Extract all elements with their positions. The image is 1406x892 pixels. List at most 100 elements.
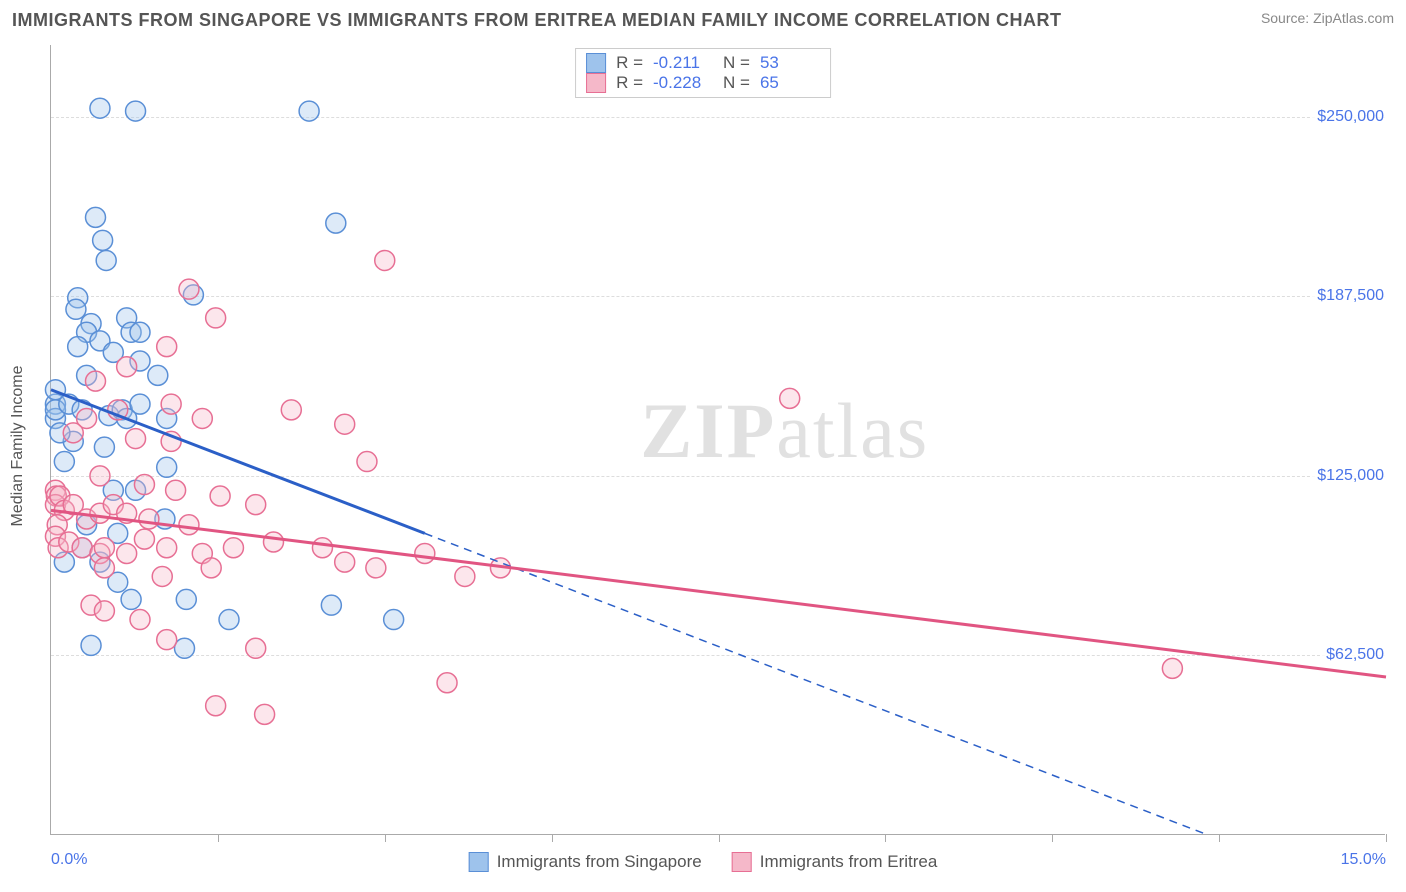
- scatter-point-singapore: [54, 452, 74, 472]
- x-tick-label: 0.0%: [51, 851, 87, 869]
- n-label: N =: [723, 53, 750, 73]
- plot-area: ZIPatlas $62,500$125,000$187,500$250,000…: [50, 45, 1385, 835]
- scatter-point-singapore: [148, 365, 168, 385]
- scatter-point-eritrea: [246, 495, 266, 515]
- n-value: 65: [760, 73, 820, 93]
- scatter-point-eritrea: [357, 452, 377, 472]
- x-tick: [552, 834, 553, 842]
- legend-stat-row: R = -0.228 N = 65: [586, 73, 820, 93]
- scatter-point-eritrea: [192, 408, 212, 428]
- scatter-point-eritrea: [201, 558, 221, 578]
- scatter-point-eritrea: [312, 538, 332, 558]
- scatter-point-singapore: [81, 635, 101, 655]
- scatter-point-singapore: [68, 337, 88, 357]
- scatter-point-eritrea: [179, 515, 199, 535]
- scatter-point-eritrea: [375, 250, 395, 270]
- scatter-point-singapore: [130, 394, 150, 414]
- source-prefix: Source:: [1261, 10, 1313, 26]
- legend-item: Immigrants from Singapore: [469, 852, 702, 872]
- scatter-point-eritrea: [90, 466, 110, 486]
- scatter-point-eritrea: [255, 704, 275, 724]
- legend-swatch: [586, 73, 606, 93]
- scatter-point-eritrea: [281, 400, 301, 420]
- scatter-point-eritrea: [415, 543, 435, 563]
- scatter-point-eritrea: [206, 696, 226, 716]
- chart-title: IMMIGRANTS FROM SINGAPORE VS IMMIGRANTS …: [12, 10, 1062, 31]
- n-value: 53: [760, 53, 820, 73]
- x-tick: [719, 834, 720, 842]
- legend-swatch: [586, 53, 606, 73]
- scatter-point-eritrea: [117, 543, 137, 563]
- scatter-point-singapore: [86, 207, 106, 227]
- scatter-point-singapore: [384, 610, 404, 630]
- scatter-point-eritrea: [86, 371, 106, 391]
- scatter-point-singapore: [299, 101, 319, 121]
- scatter-point-eritrea: [117, 357, 137, 377]
- x-tick: [1052, 834, 1053, 842]
- scatter-point-eritrea: [335, 552, 355, 572]
- scatter-point-eritrea: [780, 388, 800, 408]
- scatter-point-singapore: [175, 638, 195, 658]
- scatter-point-eritrea: [455, 566, 475, 586]
- scatter-point-singapore: [90, 98, 110, 118]
- legend-series: Immigrants from Singapore Immigrants from…: [461, 850, 946, 874]
- scatter-point-eritrea: [166, 480, 186, 500]
- legend-swatch: [732, 852, 752, 872]
- scatter-point-singapore: [94, 437, 114, 457]
- legend-label: Immigrants from Eritrea: [760, 852, 938, 872]
- scatter-point-singapore: [126, 101, 146, 121]
- scatter-point-singapore: [93, 230, 113, 250]
- scatter-svg: [51, 45, 1385, 834]
- scatter-point-singapore: [321, 595, 341, 615]
- scatter-point-singapore: [219, 610, 239, 630]
- scatter-point-eritrea: [134, 529, 154, 549]
- scatter-point-eritrea: [161, 394, 181, 414]
- scatter-point-eritrea: [264, 532, 284, 552]
- scatter-point-eritrea: [246, 638, 266, 658]
- scatter-point-eritrea: [179, 279, 199, 299]
- scatter-point-eritrea: [134, 475, 154, 495]
- r-label: R =: [616, 53, 643, 73]
- trend-line-dashed-singapore: [425, 533, 1208, 835]
- scatter-point-eritrea: [437, 673, 457, 693]
- scatter-point-eritrea: [94, 601, 114, 621]
- x-tick: [218, 834, 219, 842]
- scatter-point-eritrea: [1162, 658, 1182, 678]
- scatter-point-singapore: [96, 250, 116, 270]
- scatter-point-singapore: [326, 213, 346, 233]
- scatter-point-singapore: [121, 589, 141, 609]
- scatter-point-eritrea: [223, 538, 243, 558]
- legend-swatch: [469, 852, 489, 872]
- scatter-point-eritrea: [94, 558, 114, 578]
- legend-stat-row: R = -0.211 N = 53: [586, 53, 820, 73]
- scatter-point-eritrea: [157, 630, 177, 650]
- scatter-point-eritrea: [63, 423, 83, 443]
- r-value: -0.211: [653, 53, 713, 73]
- r-value: -0.228: [653, 73, 713, 93]
- scatter-point-eritrea: [126, 429, 146, 449]
- x-tick: [385, 834, 386, 842]
- scatter-point-eritrea: [206, 308, 226, 328]
- x-tick: [1386, 834, 1387, 842]
- y-axis-label: Median Family Income: [9, 366, 27, 527]
- scatter-point-eritrea: [366, 558, 386, 578]
- scatter-point-singapore: [66, 299, 86, 319]
- scatter-point-singapore: [157, 457, 177, 477]
- source-link[interactable]: ZipAtlas.com: [1313, 10, 1394, 26]
- r-label: R =: [616, 73, 643, 93]
- n-label: N =: [723, 73, 750, 93]
- legend-item: Immigrants from Eritrea: [732, 852, 938, 872]
- scatter-point-eritrea: [210, 486, 230, 506]
- source-citation: Source: ZipAtlas.com: [1261, 10, 1394, 26]
- legend-label: Immigrants from Singapore: [497, 852, 702, 872]
- scatter-point-eritrea: [139, 509, 159, 529]
- scatter-point-eritrea: [157, 538, 177, 558]
- scatter-point-eritrea: [152, 566, 172, 586]
- scatter-point-eritrea: [72, 538, 92, 558]
- scatter-point-eritrea: [335, 414, 355, 434]
- x-tick: [885, 834, 886, 842]
- scatter-point-eritrea: [157, 337, 177, 357]
- x-tick: [1219, 834, 1220, 842]
- scatter-point-eritrea: [130, 610, 150, 630]
- title-bar: IMMIGRANTS FROM SINGAPORE VS IMMIGRANTS …: [12, 10, 1394, 31]
